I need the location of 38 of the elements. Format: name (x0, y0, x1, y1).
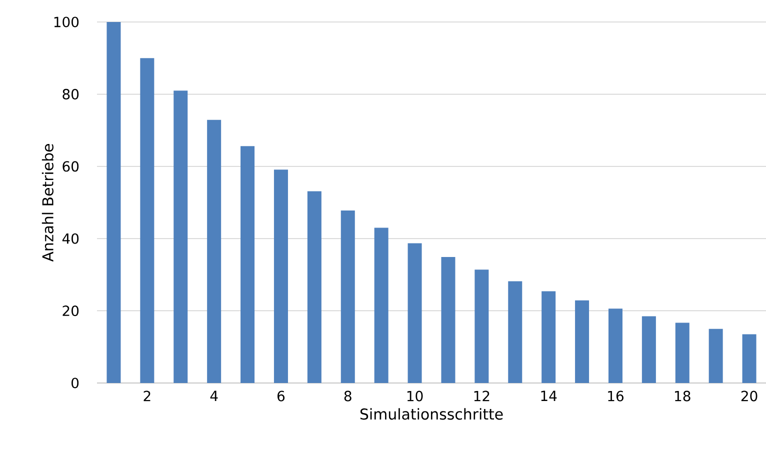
x-tick-label: 10 (407, 390, 423, 402)
y-tick-label: 100 (54, 16, 79, 28)
bar (207, 120, 222, 383)
x-tick-label: 20 (741, 390, 758, 402)
x-axis-title: Simulationsschritte (360, 408, 503, 420)
x-tick-label: 16 (608, 390, 624, 402)
bar (140, 58, 154, 383)
y-tick-label: 80 (62, 88, 79, 100)
y-tick-label: 60 (62, 161, 79, 172)
bar (575, 300, 590, 383)
x-tick-label: 4 (210, 390, 218, 401)
bar (675, 322, 690, 383)
x-tick-label: 12 (474, 390, 490, 402)
x-tick-label: 18 (675, 390, 690, 402)
bar (742, 334, 756, 383)
bar (307, 191, 322, 383)
bar (174, 90, 188, 383)
bar (474, 270, 489, 383)
bar (106, 22, 121, 383)
x-tick-label: 2 (144, 390, 150, 402)
bar (240, 146, 255, 383)
y-tick-label: 0 (72, 378, 79, 388)
bar (374, 228, 388, 383)
y-axis-title: Anzahl Betriebe (42, 144, 54, 262)
bar (508, 281, 522, 383)
x-tick-label: 6 (278, 390, 285, 402)
bar (441, 257, 456, 383)
y-tick-label: 40 (62, 233, 79, 244)
bar (708, 328, 723, 383)
x-tick-label: 8 (344, 390, 352, 402)
bar (274, 170, 288, 383)
bar (542, 291, 556, 383)
y-tick-label: 20 (62, 306, 79, 316)
bar (408, 243, 422, 383)
bar (642, 316, 656, 383)
x-tick-label: 14 (541, 390, 557, 401)
bar (340, 210, 355, 383)
bar (608, 308, 622, 383)
